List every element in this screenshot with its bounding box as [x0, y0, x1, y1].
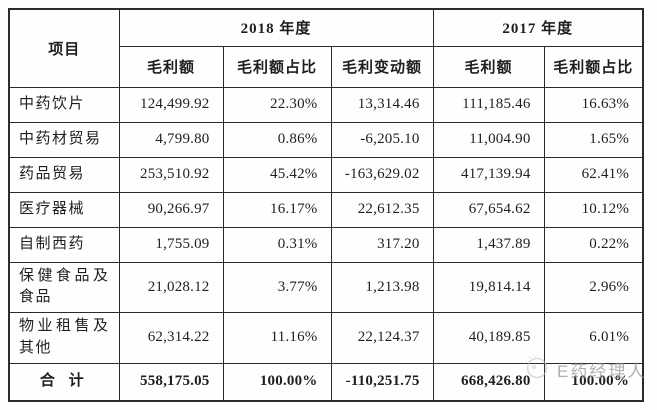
cell-value: 40,189.85 [432, 312, 545, 364]
cell-value: 13,314.46 [330, 86, 434, 123]
cell-value: 1,755.09 [118, 226, 224, 263]
cell-value: 558,175.05 [118, 362, 224, 402]
table-row: 自制西药 1,755.09 0.31% 317.20 1,437.89 0.22… [8, 226, 644, 263]
corner-header-item: 项目 [8, 8, 120, 88]
cell-value: 417,139.94 [432, 156, 545, 193]
cell-value: 22,124.37 [330, 312, 434, 364]
cell-value: 6.01% [543, 312, 644, 364]
cell-value: 1.65% [543, 121, 644, 158]
cell-value: 0.86% [222, 121, 332, 158]
cell-value: 0.31% [222, 226, 332, 263]
col-header-gross-profit-2017: 毛利额 [432, 45, 545, 88]
cell-value: 22.30% [222, 86, 332, 123]
sub-header-row: 毛利额 毛利额占比 毛利变动额 毛利额 毛利额占比 [9, 45, 644, 88]
year-header-row: 项目 2018 年度 2017 年度 [8, 8, 644, 88]
cell-value: 22,612.35 [330, 191, 434, 228]
row-label: 保健食品及食品 [8, 261, 120, 313]
cell-value: 253,510.92 [118, 156, 224, 193]
cell-value: 16.17% [222, 191, 332, 228]
year-group-2018: 2018 年度 [118, 8, 434, 47]
gross-profit-table: 项目 2018 年度 2017 年度 毛利额 毛利额占比 毛利变动额 毛利额 毛… [8, 8, 645, 402]
cell-value: 124,499.92 [118, 86, 224, 123]
cell-value: 4,799.80 [118, 121, 224, 158]
cell-value: 10.12% [543, 191, 644, 228]
row-label: 物业租售及其他 [8, 312, 120, 364]
cell-value: 0.22% [543, 226, 644, 263]
table-row-total: 合 计 558,175.05 100.00% -110,251.75 668,4… [8, 362, 644, 402]
cell-value: 67,654.62 [432, 191, 545, 228]
row-label-total: 合 计 [8, 362, 120, 402]
cell-value: -163,629.02 [330, 156, 434, 193]
row-label: 中药饮片 [8, 86, 120, 123]
cell-value: 45.42% [222, 156, 332, 193]
table-row: 中药材贸易 4,799.80 0.86% -6,205.10 11,004.90… [8, 121, 644, 158]
cell-value: 11.16% [222, 312, 332, 364]
cell-value: 100.00% [543, 362, 644, 402]
table-row: 保健食品及食品 21,028.12 3.77% 1,213.98 19,814.… [8, 261, 644, 313]
year-group-2017: 2017 年度 [432, 8, 644, 47]
col-header-gross-profit-ratio-2017: 毛利额占比 [543, 45, 644, 88]
cell-value: 100.00% [222, 362, 332, 402]
cell-value: 62,314.22 [118, 312, 224, 364]
col-header-gross-profit-ratio-2018: 毛利额占比 [222, 45, 332, 88]
table-row: 药品贸易 253,510.92 45.42% -163,629.02 417,1… [8, 156, 644, 193]
col-header-gross-profit-change: 毛利变动额 [330, 45, 434, 88]
cell-value: 111,185.46 [432, 86, 545, 123]
table-row: 中药饮片 124,499.92 22.30% 13,314.46 111,185… [8, 86, 644, 123]
table-row: 医疗器械 90,266.97 16.17% 22,612.35 67,654.6… [8, 191, 644, 228]
row-label: 中药材贸易 [8, 121, 120, 158]
cell-value: 21,028.12 [118, 261, 224, 313]
row-label: 自制西药 [8, 226, 120, 263]
cell-value: -110,251.75 [330, 362, 434, 402]
cell-value: 90,266.97 [118, 191, 224, 228]
cell-value: 3.77% [222, 261, 332, 313]
cell-value: 1,213.98 [330, 261, 434, 313]
cell-value: -6,205.10 [330, 121, 434, 158]
col-header-gross-profit-2018: 毛利额 [118, 45, 224, 88]
cell-value: 668,426.80 [432, 362, 545, 402]
row-label: 药品贸易 [8, 156, 120, 193]
cell-value: 317.20 [330, 226, 434, 263]
cell-value: 62.41% [543, 156, 644, 193]
cell-value: 19,814.14 [432, 261, 545, 313]
cell-value: 1,437.89 [432, 226, 545, 263]
table-row: 物业租售及其他 62,314.22 11.16% 22,124.37 40,18… [8, 312, 644, 364]
cell-value: 11,004.90 [432, 121, 545, 158]
cell-value: 16.63% [543, 86, 644, 123]
row-label: 医疗器械 [8, 191, 120, 228]
cell-value: 2.96% [543, 261, 644, 313]
